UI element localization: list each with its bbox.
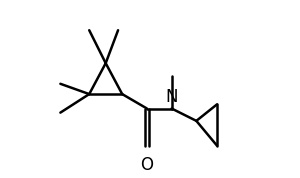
Text: N: N	[165, 88, 178, 106]
Text: O: O	[140, 156, 153, 174]
